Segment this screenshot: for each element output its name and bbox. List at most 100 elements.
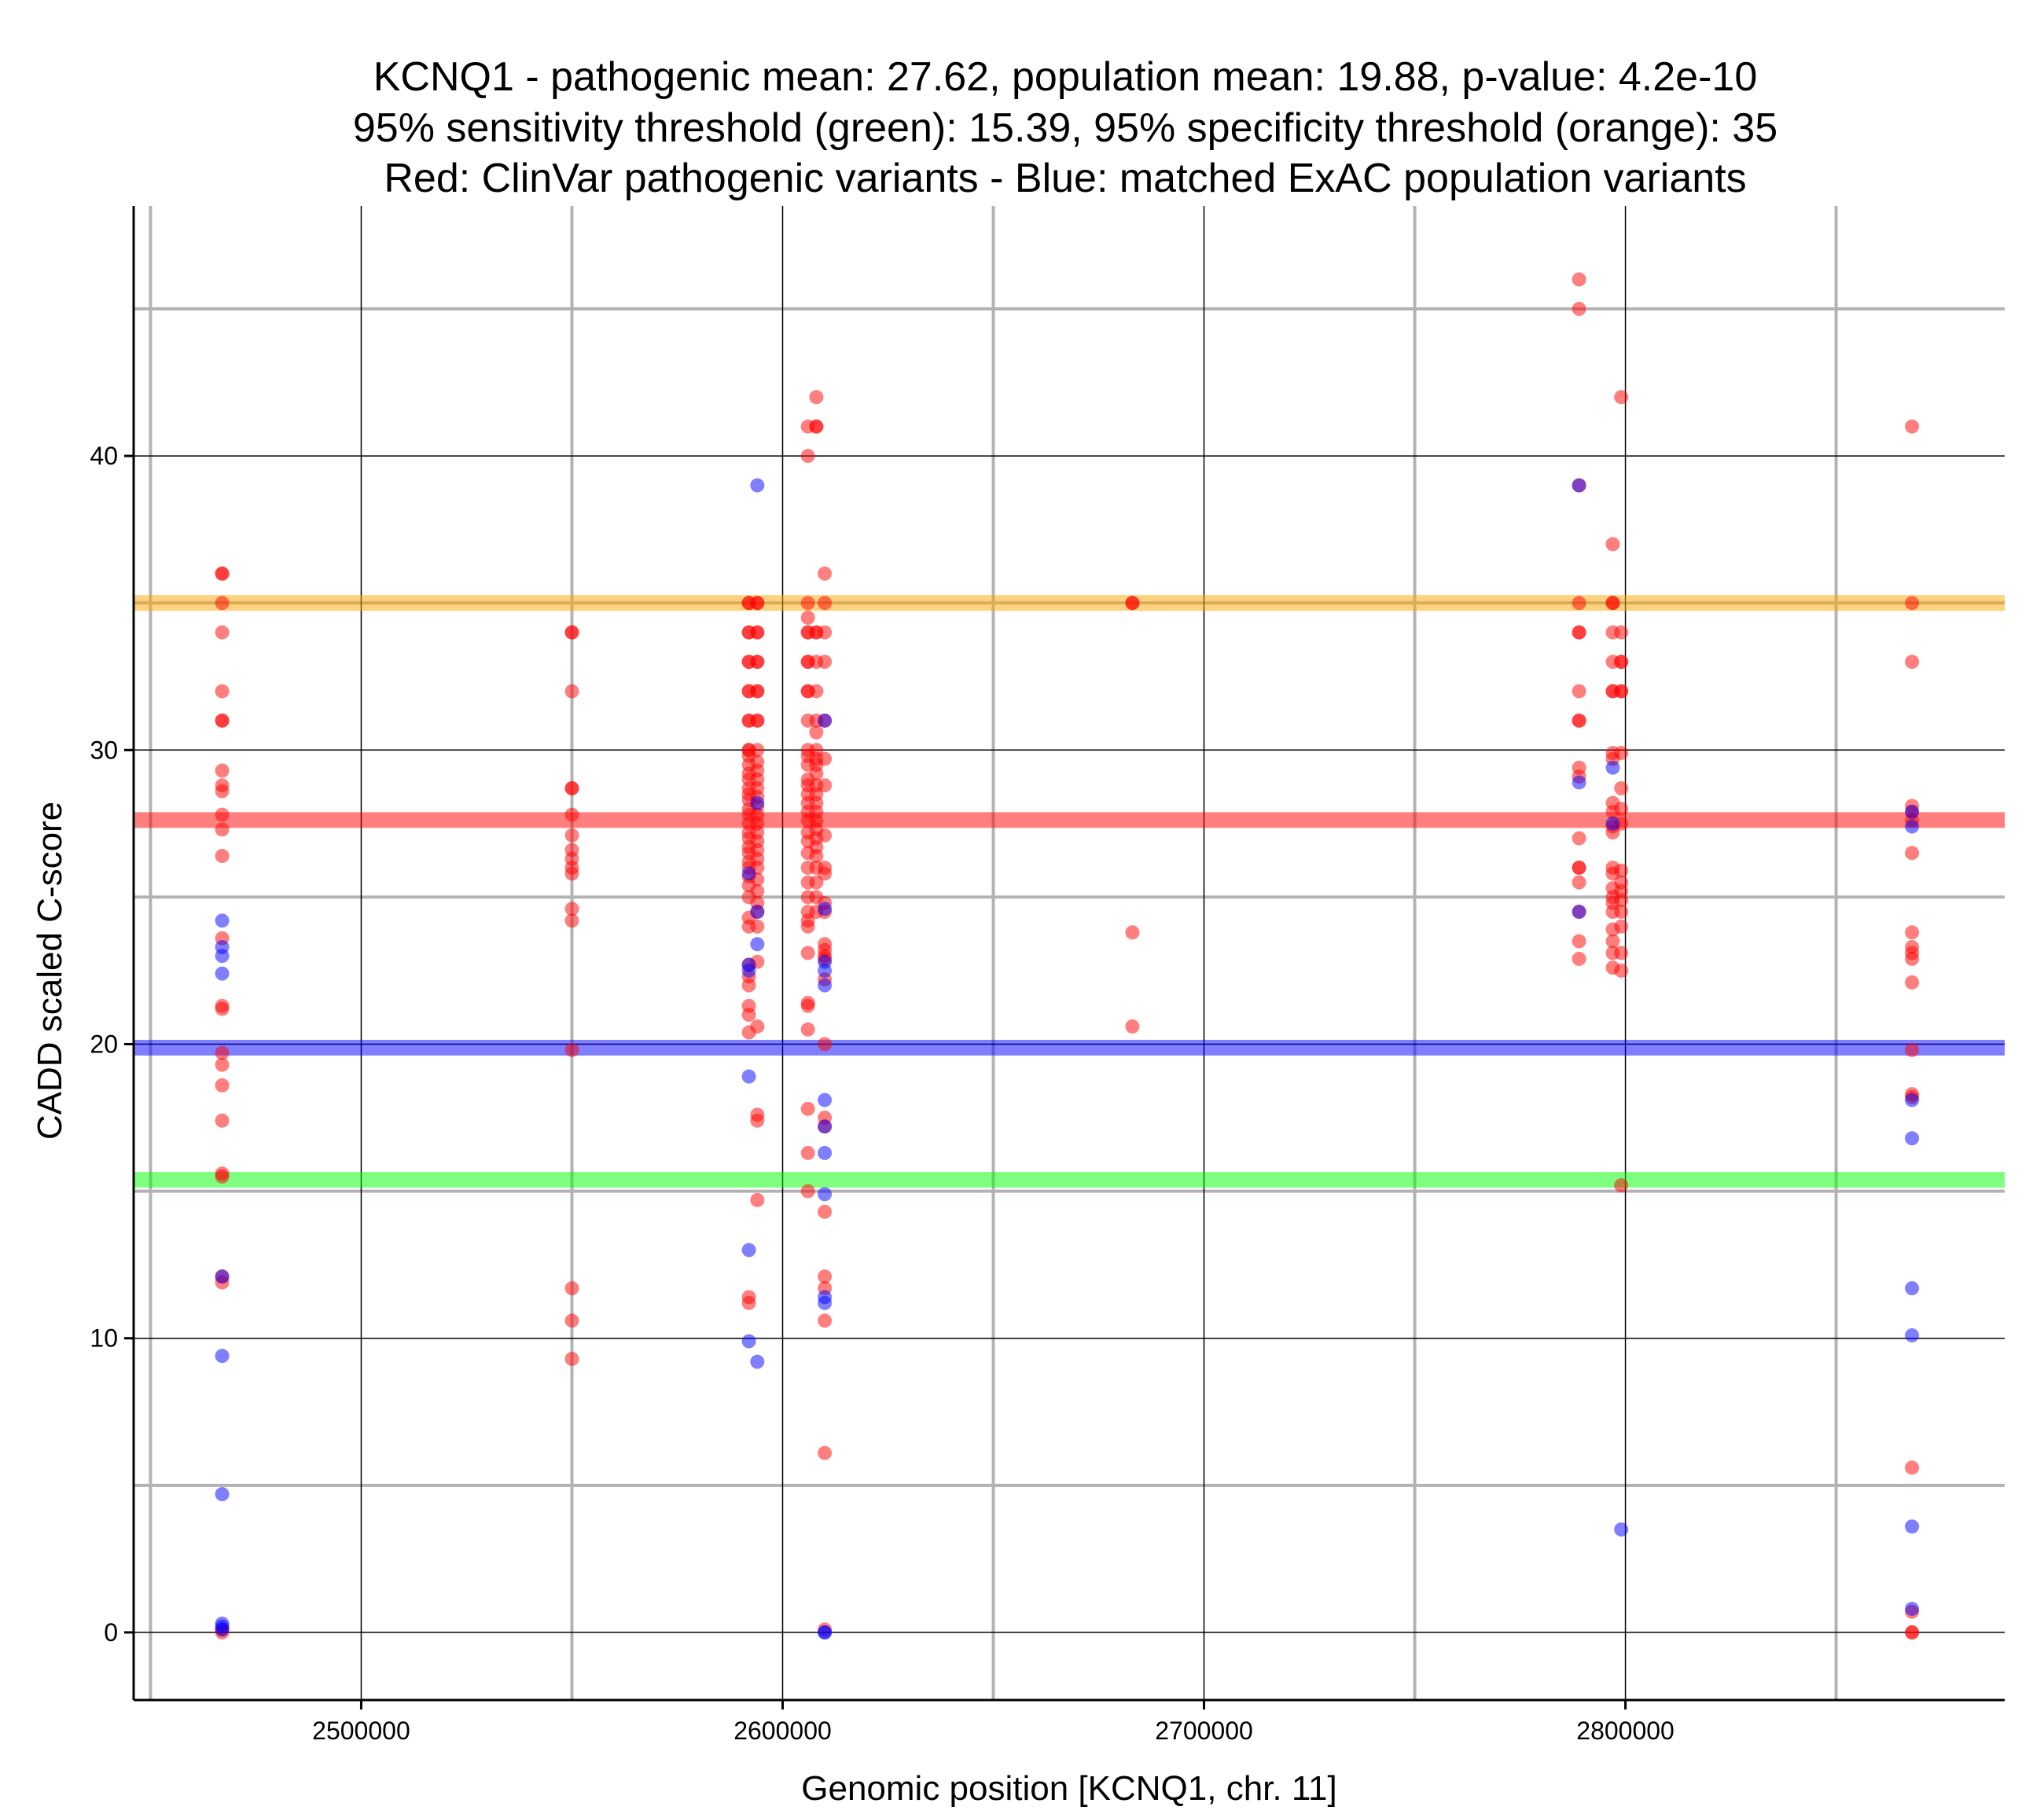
pathogenic-variant-point: [1905, 596, 1920, 611]
pathogenic-variant-point: [215, 566, 230, 581]
y-tick-label: 30: [90, 736, 118, 764]
y-tick-label: 20: [90, 1030, 118, 1059]
pathogenic-variant-point: [1605, 934, 1620, 949]
population-variant-point: [818, 1295, 833, 1310]
pathogenic-variant-point: [741, 1295, 756, 1310]
pathogenic-variant-point: [1572, 684, 1586, 699]
pathogenic-variant-point: [215, 684, 230, 699]
data-points: [215, 272, 1920, 1640]
population-variant-point: [750, 1354, 765, 1369]
pathogenic-variant-point: [800, 919, 815, 934]
pathogenic-variant-point: [818, 596, 833, 611]
pathogenic-variant-point: [1905, 975, 1920, 990]
pathogenic-variant-point: [215, 1001, 230, 1016]
population-variant-point: [818, 1625, 833, 1640]
pathogenic-variant-point: [1572, 625, 1586, 640]
pathogenic-variant-point: [800, 1101, 815, 1116]
y-tick-label: 0: [104, 1618, 118, 1647]
pathogenic-variant-point: [1614, 963, 1629, 978]
gridlines: [134, 206, 2005, 1700]
title-line-2: 95% sensitivity threshold (green): 15.39…: [353, 105, 1777, 151]
pathogenic-variant-point: [818, 778, 833, 793]
pathogenic-variant-point: [1905, 419, 1920, 434]
pathogenic-variant-point: [800, 610, 815, 625]
population-variant-point: [1905, 819, 1920, 834]
pathogenic-variant-point: [215, 713, 230, 728]
pathogenic-variant-point: [215, 596, 230, 611]
pathogenic-variant-point: [1905, 846, 1920, 861]
x-tick-label: 2700000: [1155, 1717, 1253, 1745]
population-variant-point: [1614, 1522, 1629, 1537]
population-variant-point: [1905, 1519, 1920, 1534]
pathogenic-variant-point: [1614, 746, 1629, 761]
pathogenic-variant-point: [809, 419, 824, 434]
pathogenic-variant-point: [1905, 951, 1920, 966]
pathogenic-variant-point: [800, 998, 815, 1013]
pathogenic-variant-point: [1572, 860, 1586, 875]
pathogenic-variant-point: [818, 655, 833, 670]
pathogenic-variant-point: [1572, 831, 1586, 846]
population-variant-point: [1605, 816, 1620, 831]
axes: [124, 206, 2005, 1709]
population-variant-point: [1905, 1601, 1920, 1616]
pathogenic-variant-point: [215, 849, 230, 864]
pathogenic-variant-point: [215, 1113, 230, 1128]
pathogenic-variant-point: [809, 875, 824, 890]
pathogenic-variant-point: [564, 913, 579, 928]
pathogenic-variant-point: [818, 566, 833, 581]
population-variant-point: [1572, 775, 1586, 790]
population-variant-point: [215, 966, 230, 981]
pathogenic-variant-point: [1905, 1042, 1920, 1057]
pathogenic-variant-point: [564, 866, 579, 881]
pathogenic-variant-point: [564, 1313, 579, 1328]
pathogenic-variant-point: [750, 743, 765, 758]
pathogenic-variant-point: [1572, 875, 1586, 890]
x-tick-label: 2800000: [1576, 1717, 1675, 1745]
pathogenic-variant-point: [1572, 596, 1586, 611]
pathogenic-variant-point: [1614, 1178, 1629, 1193]
x-axis-label: Genomic position [KCNQ1, chr. 11]: [801, 1769, 1336, 1808]
pathogenic-variant-point: [215, 763, 230, 778]
population-variant-point: [741, 1334, 756, 1349]
pathogenic-variant-point: [1614, 780, 1629, 795]
pathogenic-variant-point: [1572, 934, 1586, 949]
pathogenic-variant-point: [800, 1184, 815, 1199]
pathogenic-variant-point: [750, 1019, 765, 1034]
population-variant-point: [215, 1349, 230, 1364]
population-variant-point: [1905, 1327, 1920, 1342]
pathogenic-variant-point: [1572, 272, 1586, 287]
pathogenic-variant-point: [750, 713, 765, 728]
pathogenic-variant-point: [1614, 625, 1629, 640]
population-variant-point: [1905, 1131, 1920, 1146]
pathogenic-variant-point: [215, 625, 230, 640]
population-variant-point: [750, 937, 765, 952]
population-variant-point: [741, 1069, 756, 1084]
pathogenic-variant-point: [215, 1045, 230, 1060]
pathogenic-variant-point: [1125, 925, 1140, 940]
pathogenic-variant-point: [215, 822, 230, 837]
pathogenic-variant-point: [1572, 713, 1586, 728]
pathogenic-variant-point: [564, 780, 579, 795]
population-variant-point: [741, 866, 756, 881]
pathogenic-variant-point: [1125, 1019, 1140, 1034]
population-variant-point: [1572, 478, 1586, 493]
pathogenic-variant-point: [1572, 951, 1586, 966]
pathogenic-variant-point: [818, 625, 833, 640]
pathogenic-variant-point: [1905, 1460, 1920, 1475]
pathogenic-variant-point: [809, 849, 824, 864]
pathogenic-variant-point: [1614, 390, 1629, 405]
population-variant-point: [741, 963, 756, 978]
pathogenic-variant-point: [800, 946, 815, 960]
population-variant-point: [818, 1187, 833, 1202]
y-axis-label: CADD scaled C-score: [31, 802, 69, 1140]
title-line-3: Red: ClinVar pathogenic variants - Blue:…: [384, 156, 1746, 201]
pathogenic-variant-point: [741, 978, 756, 993]
pathogenic-variant-point: [800, 596, 815, 611]
pathogenic-variant-point: [809, 684, 824, 699]
pathogenic-variant-point: [1614, 946, 1629, 960]
population-variant-point: [1905, 1281, 1920, 1296]
reference-lines: [134, 595, 2005, 1188]
population-variant-point: [750, 905, 765, 920]
population-variant-point: [818, 1119, 833, 1134]
pathogenic-variant-point: [564, 828, 579, 843]
